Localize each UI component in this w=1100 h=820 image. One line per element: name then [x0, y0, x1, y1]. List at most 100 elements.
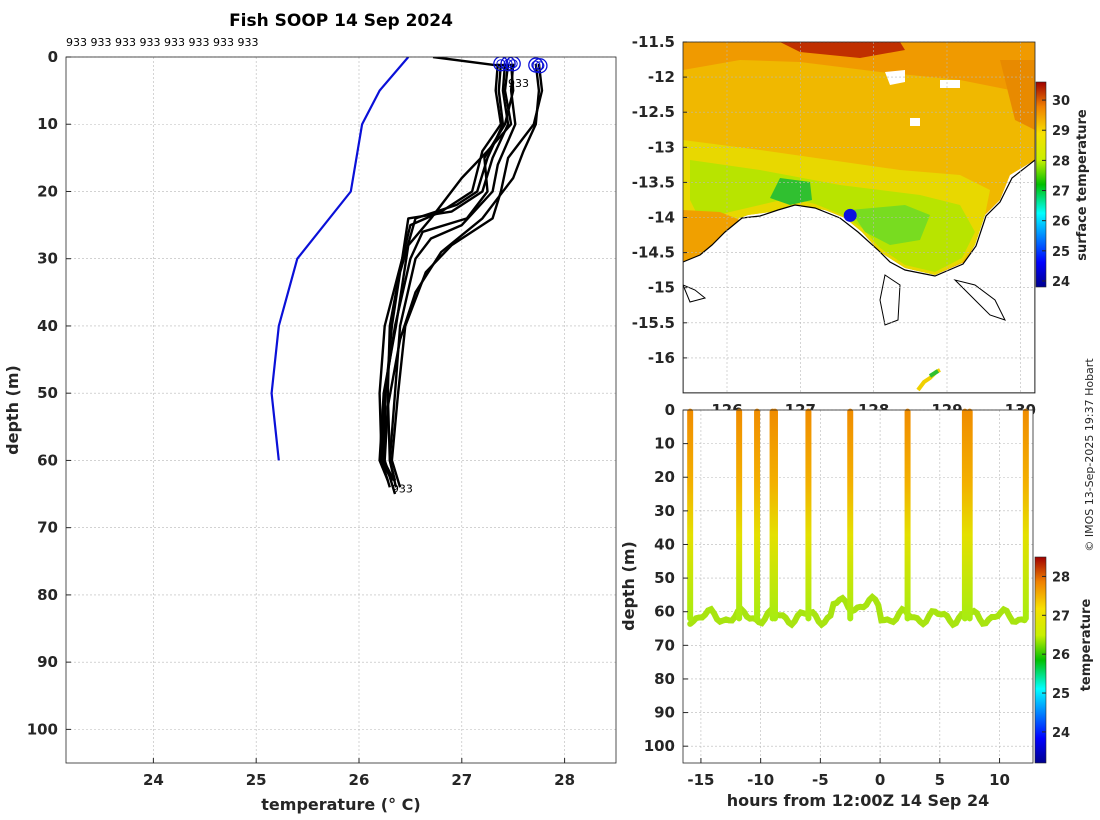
profile-plot-area — [66, 57, 616, 763]
profile-id-label: 933 — [508, 77, 529, 90]
top-profile-ids: 933 933 933 933 933 933 933 933 — [66, 36, 258, 49]
section-depth-tick-label: 0 — [665, 401, 675, 419]
hour-tick-label: -10 — [747, 771, 774, 789]
sst-colorbar-label: surface temperature — [1075, 109, 1090, 261]
section-depth-tick-label: 40 — [654, 535, 675, 553]
sst-colorbar-tick-label: 27 — [1052, 185, 1070, 200]
y-tick-label: 40 — [37, 317, 58, 335]
profile-start-marker-inner — [508, 59, 518, 69]
lat-tick-label: -14 — [648, 209, 675, 227]
section-profiles — [687, 408, 1029, 629]
lat-tick-label: -11.5 — [632, 33, 675, 51]
y-tick-label: 100 — [27, 720, 58, 738]
y-tick-label: 60 — [37, 451, 58, 469]
y-tick-label: 50 — [37, 384, 58, 402]
section-depth-tick-label: 70 — [654, 636, 675, 654]
temperature-colorbar-tick-label: 28 — [1052, 570, 1070, 585]
section-depth-tick-label: 90 — [654, 704, 675, 722]
profile-start-marker-inner — [496, 59, 506, 69]
hour-tick-label: -15 — [687, 771, 714, 789]
profile-start-marker-inner — [535, 61, 545, 71]
section-depth-tick-label: 80 — [654, 670, 675, 688]
credit-text: © IMOS 13-Sep-2025 19:37 Hobart — [1083, 358, 1096, 552]
section-axes-box — [682, 409, 1034, 764]
temperature-colorbar — [1034, 556, 1047, 764]
x-tick-label: 27 — [451, 771, 472, 789]
hours-axis-label: hours from 12:00Z 14 Sep 24 — [727, 791, 989, 810]
sst-colorbar-tick-label: 28 — [1052, 154, 1070, 169]
profile-line — [382, 63, 505, 482]
profile-grid — [66, 56, 616, 763]
section-grid — [683, 409, 1033, 763]
chart-title: Fish SOOP 14 Sep 2024 — [229, 11, 453, 31]
depth-axis-label: depth (m) — [3, 365, 22, 455]
y-tick-label: 10 — [37, 115, 58, 133]
sst-green-yellow — [690, 160, 975, 272]
profile-lines: 933 933 — [270, 57, 548, 496]
lat-tick-label: -13.5 — [632, 173, 675, 191]
sst-east-patch — [1000, 60, 1035, 130]
profile-line — [388, 63, 517, 488]
lat-tick-label: -16 — [648, 349, 675, 367]
profile-line — [383, 63, 541, 495]
sst-colorbar-tick-label: 30 — [1052, 94, 1070, 109]
x-tick-label: 26 — [349, 771, 370, 789]
sst-cool-patch-2 — [850, 205, 930, 245]
temperature-colorbar-tick-label: 27 — [1052, 609, 1070, 624]
profile-start-marker — [532, 58, 548, 74]
sst-colorbar — [1035, 81, 1047, 288]
profile-start-marker — [493, 57, 509, 72]
sst-colorbar-ticks: 24 25 26 27 28 29 30 — [1042, 94, 1070, 290]
lat-tick-label: -15.5 — [632, 314, 675, 332]
temperature-colorbar-tick-label: 24 — [1052, 726, 1070, 741]
coast-bay — [953, 279, 1006, 321]
hour-tick-label: 10 — [989, 771, 1010, 789]
sst-colorbar-tick-label: 26 — [1052, 215, 1070, 230]
sst-colorbar-tick-label: 25 — [1052, 245, 1070, 260]
temperature-colorbar-label: temperature — [1079, 599, 1094, 692]
y-tick-label: 20 — [37, 182, 58, 200]
section-depth-tick-label: 10 — [654, 435, 675, 453]
hour-tick-label: 0 — [875, 771, 885, 789]
profile-axes-box — [65, 56, 617, 764]
temperature-axis-label: temperature (° C) — [261, 795, 420, 814]
sst-colorbar-tick-label: 24 — [1052, 275, 1070, 290]
y-tick-label: 70 — [37, 519, 58, 537]
hour-tick-label: -5 — [812, 771, 829, 789]
sst-map: -11.5 -12 -12.5 -13 -13.5 -14 -14.5 -15 -15.5 -16… — [632, 33, 1090, 419]
section-depth-tick-label: 30 — [654, 502, 675, 520]
lat-tick-label: -14.5 — [632, 244, 675, 262]
hour-tick-label: 5 — [935, 771, 945, 789]
section-depth-tick-label: 20 — [654, 468, 675, 486]
profile-start-marker — [505, 57, 521, 72]
cloud-gaps — [885, 70, 960, 126]
sst-cool-patch — [770, 178, 812, 205]
temperature-colorbar-tick-label: 25 — [1052, 687, 1070, 702]
section-depth-tick-label: 100 — [644, 737, 675, 755]
x-tick-label: 25 — [246, 771, 267, 789]
island-sst-green — [928, 369, 940, 378]
lat-tick-label: -12.5 — [632, 103, 675, 121]
y-tick-label: 90 — [37, 653, 58, 671]
profile-line — [378, 63, 513, 482]
lat-tick-label: -13 — [648, 138, 675, 156]
temperature-colorbar-ticks: 24 25 26 27 28 — [1042, 570, 1070, 741]
profile-start-marker — [500, 57, 516, 72]
lat-tick-label: -15 — [648, 279, 675, 297]
vessel-position-marker — [843, 208, 857, 222]
y-tick-label: 80 — [37, 586, 58, 604]
x-tick-label: 24 — [143, 771, 164, 789]
x-tick-label: 28 — [554, 771, 575, 789]
lat-tick-label: -12 — [648, 68, 675, 86]
sst-colorbar-tick-label: 29 — [1052, 124, 1070, 139]
y-tick-label: 30 — [37, 250, 58, 268]
profile-id-label: 933 — [392, 483, 413, 496]
climatology-line — [270, 57, 410, 461]
profile-ticks: 24 25 26 27 28 0 10 20 30 40 50 60 70 80 90 100 — [27, 48, 575, 789]
section-depth-tick-label: 50 — [654, 569, 675, 587]
section-plot-area — [683, 410, 1033, 763]
